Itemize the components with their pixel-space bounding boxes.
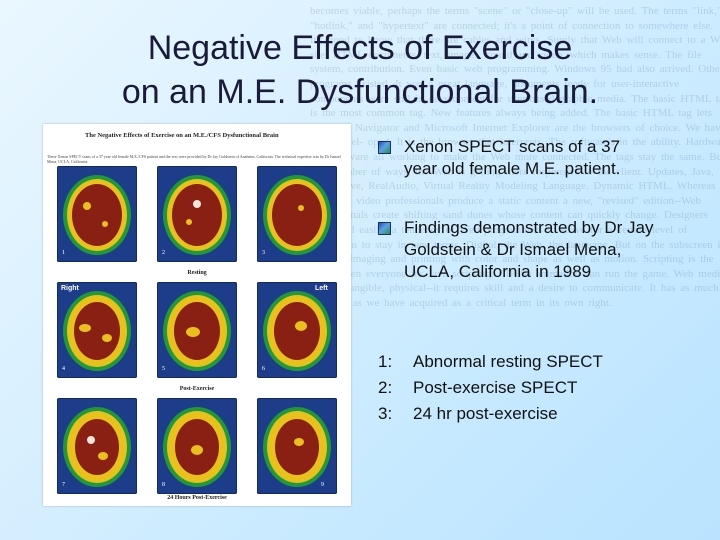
scan-number: 9 [321, 482, 324, 488]
brain-scan-9: 9 [257, 398, 337, 494]
brain-scan-8: 8 [157, 398, 237, 494]
list-number: 1: [378, 352, 393, 371]
list-text: Post-exercise SPECT [413, 378, 578, 397]
list-text: Abnormal resting SPECT [413, 352, 603, 371]
slide-title-line-1: Negative Effects of Exercise [147, 29, 573, 67]
background-watermark-text: becomes viable, perhaps the terms "scene… [310, 5, 720, 309]
slide-title-line-2: on an M.E. Dysfunctional Brain. [121, 73, 599, 111]
scan-number: 3 [262, 250, 265, 256]
brain-scan-4: Right 4 [57, 282, 137, 378]
bullet-square-icon [378, 141, 391, 154]
scan-number: 6 [262, 366, 265, 372]
side-label-left: Left [315, 285, 328, 292]
row-label-post-exercise: Post-Exercise [179, 386, 215, 392]
figure-heading: The Negative Effects of Exercise on an M… [85, 132, 279, 139]
scan-number: 4 [62, 366, 65, 372]
row-label-resting: Resting [187, 270, 207, 276]
side-label-right: Right [61, 285, 79, 292]
brain-scan-7: 7 [57, 398, 137, 494]
brain-scan-3: 3 [257, 166, 337, 262]
brain-scan-2: 2 [157, 166, 237, 262]
slide-title: Negative Effects of Exercise on an M.E. … [0, 26, 720, 114]
list-number: 3: [378, 404, 393, 423]
scan-number: 1 [62, 250, 65, 256]
spect-scan-figure: The Negative Effects of Exercise on an M… [43, 124, 351, 506]
scan-number: 8 [162, 482, 165, 488]
bullet-text: Xenon SPECT scans of a 37 year old femal… [404, 137, 621, 178]
bullet-square-icon [378, 222, 391, 235]
list-text: 24 hr post-exercise [413, 404, 558, 423]
scan-number: 2 [162, 250, 165, 256]
figure-caption: These Xenon SPECT scans of a 37 year old… [47, 154, 341, 164]
scan-number: 5 [162, 366, 165, 372]
brain-scan-6: Left 6 [257, 282, 337, 378]
list-number: 2: [378, 378, 393, 397]
brain-scan-5: 5 [157, 282, 237, 378]
scan-number: 7 [62, 482, 65, 488]
row-label-24-hours: 24 Hours Post-Exercise [167, 495, 227, 501]
brain-scan-1: 1 [57, 166, 137, 262]
bullet-text: Findings demonstrated by Dr Jay Goldstei… [404, 218, 654, 281]
